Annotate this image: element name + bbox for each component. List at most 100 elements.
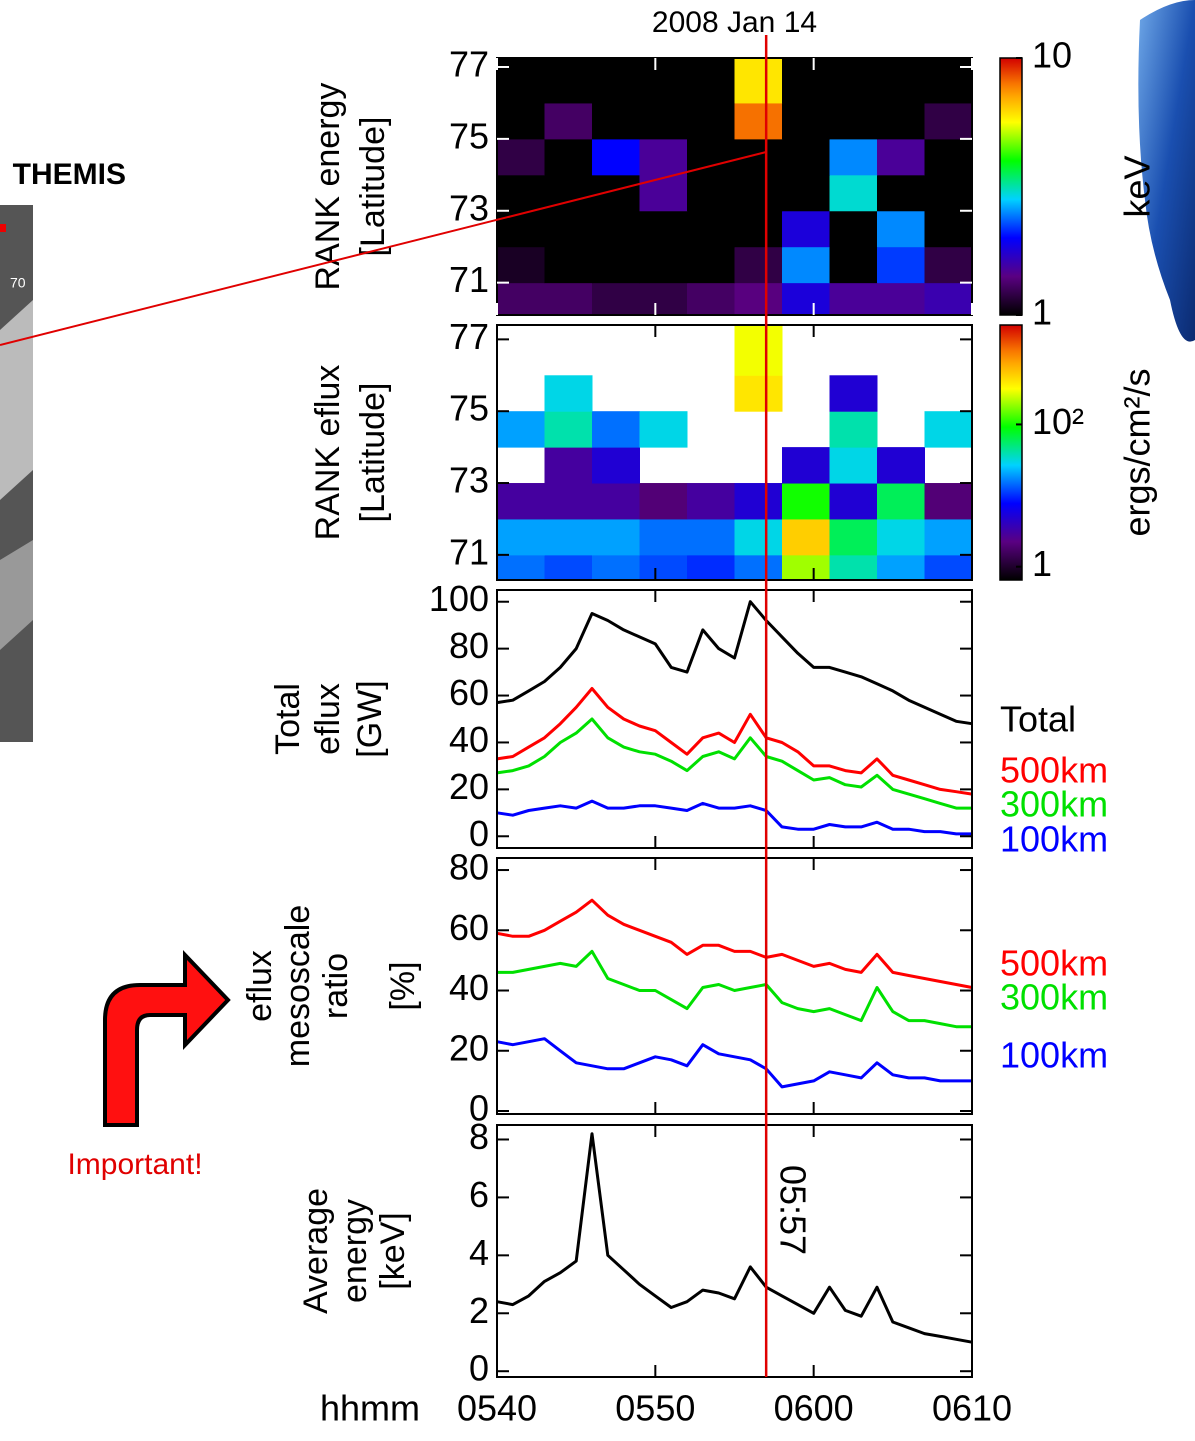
heat-cell <box>639 210 688 248</box>
x-tick-label: 0600 <box>774 1388 854 1429</box>
heat-cell <box>687 483 735 520</box>
series-line <box>496 799 972 836</box>
heat-cell <box>687 174 735 212</box>
heat-cell <box>592 447 640 484</box>
heat-cell <box>734 282 783 316</box>
heat-cell <box>497 411 545 448</box>
y-axis-label: [Latitude] <box>354 383 392 523</box>
legend-entry: 100km <box>1000 1035 1108 1076</box>
legend-entry: 300km <box>1000 784 1108 825</box>
x-tick-label: 0540 <box>457 1388 537 1429</box>
x-tick-label: 0610 <box>932 1388 1012 1429</box>
heat-cell <box>924 174 973 212</box>
heat-cell <box>829 174 878 212</box>
map-title: THEMIS <box>13 158 126 191</box>
heat-cell <box>544 411 593 448</box>
y-tick-label: 75 <box>449 388 489 429</box>
heat-cell <box>687 518 735 556</box>
heat-cell <box>924 282 973 316</box>
heat-cell <box>734 246 783 284</box>
heat-cell <box>687 246 735 284</box>
link-line <box>0 151 767 346</box>
heat-cell <box>782 246 830 284</box>
heat-cell <box>734 518 783 556</box>
colorbar-tick-label: 10 <box>1032 35 1072 76</box>
heat-cell <box>924 246 973 284</box>
heat-cell <box>782 282 830 316</box>
heat-cell <box>829 246 878 284</box>
heat-cell <box>497 210 545 248</box>
heat-cell <box>734 210 783 248</box>
heat-cell <box>877 174 925 212</box>
important-note: Important! <box>67 1148 202 1181</box>
y-axis-label: [keV] <box>374 1212 412 1289</box>
y-tick-label: 0 <box>469 1088 489 1129</box>
y-axis-label: [GW] <box>351 680 389 757</box>
y-tick-label: 60 <box>449 672 489 713</box>
y-axis-label: RANK eflux <box>309 365 347 541</box>
heat-cell <box>592 554 640 581</box>
heat-cell <box>639 102 688 140</box>
heat-cell <box>687 58 735 104</box>
map-region <box>0 300 33 500</box>
y-axis-label: mesoscale <box>279 905 317 1068</box>
heat-cell <box>782 102 830 140</box>
panel: 1 10 keV 71 73 75 77 RANK energy [Latitude] 2008 … <box>309 6 1158 333</box>
heat-cell <box>639 483 688 520</box>
series-line <box>496 1037 972 1089</box>
heat-cell <box>877 518 925 556</box>
y-tick-label: 75 <box>449 115 489 156</box>
y-axis-label: RANK energy <box>309 83 347 291</box>
heat-cell <box>497 58 545 104</box>
heat-cell <box>782 483 830 520</box>
heat-cell <box>639 58 688 104</box>
plot-frame <box>496 324 973 581</box>
heat-cell <box>497 518 545 556</box>
heat-cell <box>734 325 783 376</box>
y-tick-label: 0 <box>469 813 489 854</box>
heat-cell <box>829 282 878 316</box>
legend-entry: 500km <box>1000 750 1108 791</box>
map: THEMIS 70 <box>0 158 126 742</box>
legend-entry: Total <box>1000 699 1076 740</box>
heat-cell <box>687 554 735 581</box>
y-tick-label: 77 <box>449 44 489 85</box>
plot-frame <box>496 857 973 1115</box>
series-line <box>496 600 973 726</box>
heat-cell <box>782 554 830 581</box>
heat-cell <box>924 102 973 140</box>
y-tick-label: 73 <box>449 460 489 501</box>
heat-cell <box>497 554 545 581</box>
y-axis-label: ratio <box>317 953 355 1019</box>
y-axis-label: eflux <box>241 950 279 1022</box>
heat-cell <box>544 483 593 520</box>
heat-cell <box>544 210 593 248</box>
y-tick-label: 4 <box>469 1232 489 1273</box>
heat-cell <box>924 518 973 556</box>
heat-cell <box>544 375 593 412</box>
x-tick-label: 0550 <box>615 1388 695 1429</box>
heat-cell <box>497 174 545 212</box>
heat-cell <box>782 210 830 248</box>
y-axis-label: eflux <box>309 683 347 755</box>
heat-cell <box>592 411 640 448</box>
heat-cell <box>734 375 783 412</box>
colorbar-label: keV <box>1117 155 1158 217</box>
heat-cell <box>829 483 878 520</box>
heat-cell <box>877 58 925 104</box>
heat-cell <box>877 102 925 140</box>
heat-cell <box>829 138 878 176</box>
y-tick-label: 71 <box>449 259 489 300</box>
heat-cell <box>829 375 878 412</box>
heat-cell <box>639 138 688 176</box>
heat-cell <box>687 210 735 248</box>
y-tick-label: 60 <box>449 907 489 948</box>
heat-cell <box>924 554 973 581</box>
y-tick-label: 8 <box>469 1116 489 1157</box>
heat-cell <box>639 174 688 212</box>
y-axis-label: Average <box>297 1188 335 1314</box>
plot-frame <box>496 57 973 316</box>
heat-cell <box>734 174 783 212</box>
heat-cell <box>829 411 878 448</box>
